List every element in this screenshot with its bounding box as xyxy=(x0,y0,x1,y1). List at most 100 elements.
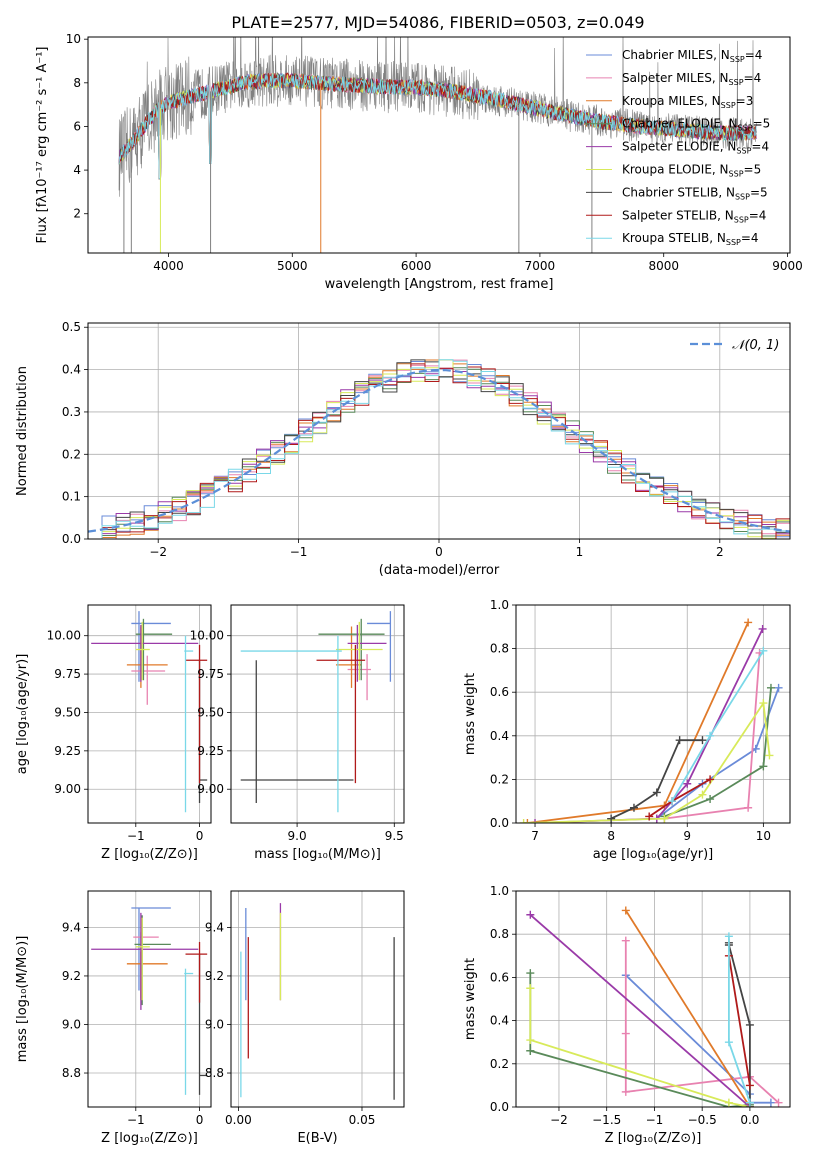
legend-model-name: Kroupa STELIB, N xyxy=(622,231,726,245)
x-axis-label: Z [log₁₀(Z/Z⊙)] xyxy=(101,847,198,862)
legend-subscript: SSP xyxy=(729,170,744,179)
mass-weight-marker xyxy=(621,1029,630,1038)
legend-count: =4 xyxy=(741,231,759,245)
mass-weight-marker xyxy=(745,1098,754,1107)
legend-subscript: SSP xyxy=(735,192,750,201)
legend-subscript: SSP xyxy=(730,55,745,64)
mass-weight-marker xyxy=(724,932,733,941)
plot-area xyxy=(88,359,790,539)
mass-weight-line xyxy=(664,687,772,818)
plot-area xyxy=(91,611,208,813)
y-tick-label: 0.6 xyxy=(490,970,509,984)
y-tick-label: 9.2 xyxy=(205,969,224,983)
y-tick-label: 2 xyxy=(73,207,81,221)
mass-weight-line xyxy=(527,622,749,823)
y-tick-label: 8.8 xyxy=(62,1066,81,1080)
y-tick-label: 0.2 xyxy=(490,1057,509,1071)
plot-area xyxy=(526,906,783,1107)
mass-weight-marker xyxy=(758,624,767,633)
legend-subscript: SSP xyxy=(726,238,741,247)
chart-mass_vs_ebv: 0.00 0.05 8.8 9.0 9.2 9.4 E(B-V) xyxy=(205,890,405,1146)
mass-weight-marker xyxy=(706,795,715,804)
y-tick-label: 0.6 xyxy=(490,685,509,699)
legend-model-name: Chabrier STELIB, N xyxy=(622,185,735,199)
legend-count: =5 xyxy=(753,117,771,131)
legend-subscript: SSP xyxy=(721,101,736,110)
legend-model-name: Chabrier ELODIE, N xyxy=(622,117,738,131)
y-tick-label: 0.0 xyxy=(490,816,509,830)
mass-weight-marker xyxy=(523,819,532,823)
mass-weight-marker xyxy=(759,699,768,708)
mass-weight-marker xyxy=(675,736,684,745)
x-axis-label: (data-model)/error xyxy=(379,563,500,578)
mass-weight-marker xyxy=(744,618,753,627)
x-tick-label: 9 xyxy=(683,829,691,843)
figure-title: PLATE=2577, MJD=54086, FIBERID=0503, z=0… xyxy=(231,13,644,32)
x-axis-label: age [log₁₀(age/yr)] xyxy=(593,847,714,862)
mass-weight-marker xyxy=(660,814,669,823)
y-tick-label: 9.50 xyxy=(54,705,81,719)
x-axis-label: wavelength [Angstrom, rest frame] xyxy=(325,277,554,292)
mass-weight-marker xyxy=(766,683,775,692)
x-tick-label: 0 xyxy=(196,829,204,843)
mass-weight-marker xyxy=(526,984,535,993)
y-tick-label: 0.2 xyxy=(62,447,81,461)
legend-count: =4 xyxy=(749,208,767,222)
x-tick-label: 8000 xyxy=(648,259,679,273)
x-tick-label: 9000 xyxy=(772,259,803,273)
x-tick-label: −1 xyxy=(127,1113,145,1127)
mass-weight-marker xyxy=(621,906,630,915)
legend-label: Kroupa MILES, NSSP=3 xyxy=(622,94,753,110)
x-tick-label: 0 xyxy=(435,545,443,559)
legend-label: Chabrier STELIB, NSSP=5 xyxy=(622,185,768,201)
mass-weight-line xyxy=(728,955,751,1086)
x-tick-label: 10 xyxy=(756,829,771,843)
chart-age_vs_mass: 9.0 9.5 9.00 9.25 9.50 9.75 10.00 mass [log₁₀(M… xyxy=(190,604,405,862)
x-tick-label: 9.0 xyxy=(288,829,307,843)
y-tick-label: 8.8 xyxy=(205,1066,224,1080)
mass-weight-line xyxy=(625,909,751,1107)
y-tick-label: 9.0 xyxy=(62,1017,81,1031)
y-tick-label: 10.00 xyxy=(47,629,81,643)
x-tick-label: −0.5 xyxy=(688,1113,717,1127)
axes-frame xyxy=(230,604,405,824)
x-tick-label: −1 xyxy=(290,545,308,559)
plot-area xyxy=(240,903,395,1100)
y-tick-label: 0.1 xyxy=(62,490,81,504)
mass-weight-marker xyxy=(774,1098,783,1107)
y-tick-label: 9.00 xyxy=(197,782,224,796)
y-axis-label: mass weight xyxy=(463,673,478,755)
x-tick-label: 7 xyxy=(531,829,539,843)
y-tick-label: 1.0 xyxy=(490,884,509,898)
mass-weight-marker xyxy=(629,803,638,812)
plot-area xyxy=(91,907,208,1095)
x-tick-label: 8 xyxy=(607,829,615,843)
mass-weight-marker xyxy=(621,1087,630,1096)
y-axis-label: mass weight xyxy=(463,958,478,1040)
plot-area xyxy=(519,618,783,823)
mass-weight-marker xyxy=(698,790,707,799)
x-tick-label: 5000 xyxy=(277,259,308,273)
mass-weight-marker xyxy=(531,819,540,823)
y-tick-label: 9.50 xyxy=(197,705,224,719)
mass-weight-marker xyxy=(683,779,692,788)
legend-subscript: SSP xyxy=(734,215,749,224)
y-tick-label: 6 xyxy=(73,119,81,133)
x-axis-label: mass [log₁₀(M/M⊙)] xyxy=(254,847,381,862)
y-tick-label: 0.8 xyxy=(490,927,509,941)
y-tick-label: 9.2 xyxy=(62,969,81,983)
mass-weight-line xyxy=(529,973,750,1107)
x-tick-label: 4000 xyxy=(153,259,184,273)
legend-count: =3 xyxy=(736,94,754,108)
y-axis-label: mass [log₁₀(M/M⊙)] xyxy=(15,936,30,1063)
y-tick-label: 0.4 xyxy=(62,363,81,377)
mass-weight-line xyxy=(529,988,751,1107)
mass-weight-marker xyxy=(526,969,535,978)
mass-weight-marker xyxy=(766,1098,775,1107)
x-axis-label: Z [log₁₀(Z/Z⊙)] xyxy=(605,1131,702,1146)
legend-label: Kroupa ELODIE, NSSP=5 xyxy=(622,163,761,179)
legend-model-name: Salpeter STELIB, N xyxy=(622,208,734,222)
y-tick-label: 0.4 xyxy=(490,729,509,743)
y-tick-label: 0.3 xyxy=(62,405,81,419)
